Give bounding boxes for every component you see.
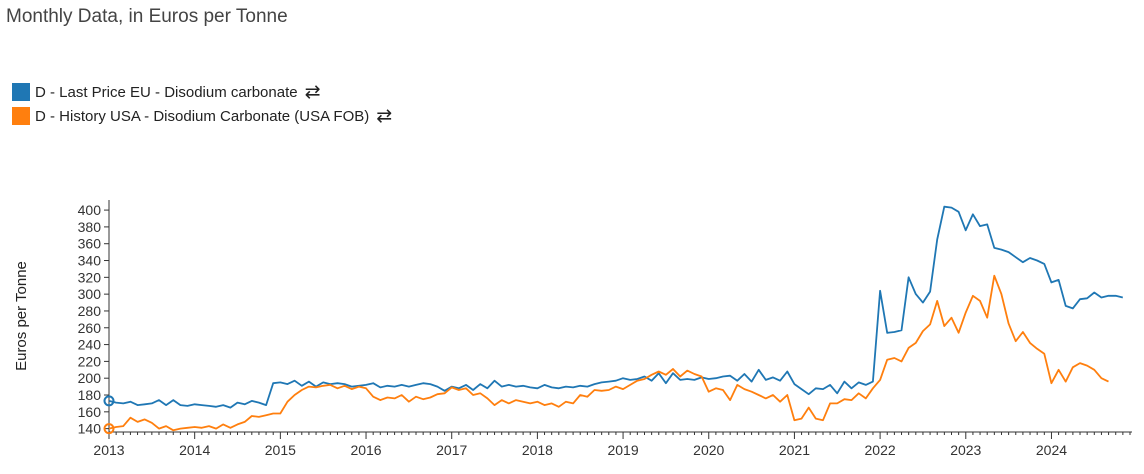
y-tick-label: 140 xyxy=(78,421,102,437)
x-tick-label: 2013 xyxy=(93,442,124,458)
x-tick-label: 2020 xyxy=(693,442,724,458)
legend-swatch-eu xyxy=(12,83,30,101)
y-axis-label: Euros per Tonne xyxy=(13,261,30,371)
swap-axis-icon[interactable]: ⇄ xyxy=(376,105,393,127)
legend: D - Last Price EU - Disodium carbonate ⇄… xyxy=(12,80,392,128)
x-tick-label: 2017 xyxy=(436,442,467,458)
y-tick-label: 160 xyxy=(78,404,102,420)
legend-label-usa: D - History USA - Disodium Carbonate (US… xyxy=(35,107,370,125)
series-start-marker-1 xyxy=(103,423,115,435)
legend-item-eu[interactable]: D - Last Price EU - Disodium carbonate ⇄ xyxy=(12,80,392,104)
x-tick-label: 2018 xyxy=(522,442,553,458)
y-tick-label: 340 xyxy=(78,253,102,269)
legend-item-usa[interactable]: D - History USA - Disodium Carbonate (US… xyxy=(12,104,392,128)
y-tick-label: 220 xyxy=(78,353,102,369)
x-tick-label: 2019 xyxy=(607,442,638,458)
y-tick-label: 280 xyxy=(78,303,102,319)
series-start-marker-0 xyxy=(103,395,115,407)
y-tick-label: 360 xyxy=(78,236,102,252)
x-tick-label: 2014 xyxy=(179,442,210,458)
y-tick-label: 180 xyxy=(78,387,102,403)
y-tick-label: 260 xyxy=(78,320,102,336)
x-tick-label: 2024 xyxy=(1036,442,1067,458)
swap-axis-icon[interactable]: ⇄ xyxy=(304,81,321,103)
x-tick-label: 2021 xyxy=(779,442,810,458)
series-line-1 xyxy=(108,274,1109,432)
y-tick-label: 300 xyxy=(78,286,102,302)
series-line-0 xyxy=(108,205,1124,409)
legend-label-eu: D - Last Price EU - Disodium carbonate xyxy=(35,83,298,101)
legend-swatch-usa xyxy=(12,107,30,125)
y-tick-label: 200 xyxy=(78,370,102,386)
x-tick-label: 2022 xyxy=(865,442,896,458)
y-tick-label: 240 xyxy=(78,337,102,353)
x-tick-label: 2016 xyxy=(350,442,381,458)
x-tick-label: 2023 xyxy=(950,442,981,458)
y-tick-label: 380 xyxy=(78,219,102,235)
chart-title: Monthly Data, in Euros per Tonne xyxy=(6,6,288,27)
y-tick-label: 400 xyxy=(78,202,102,218)
x-tick-label: 2015 xyxy=(265,442,296,458)
y-tick-label: 320 xyxy=(78,269,102,285)
